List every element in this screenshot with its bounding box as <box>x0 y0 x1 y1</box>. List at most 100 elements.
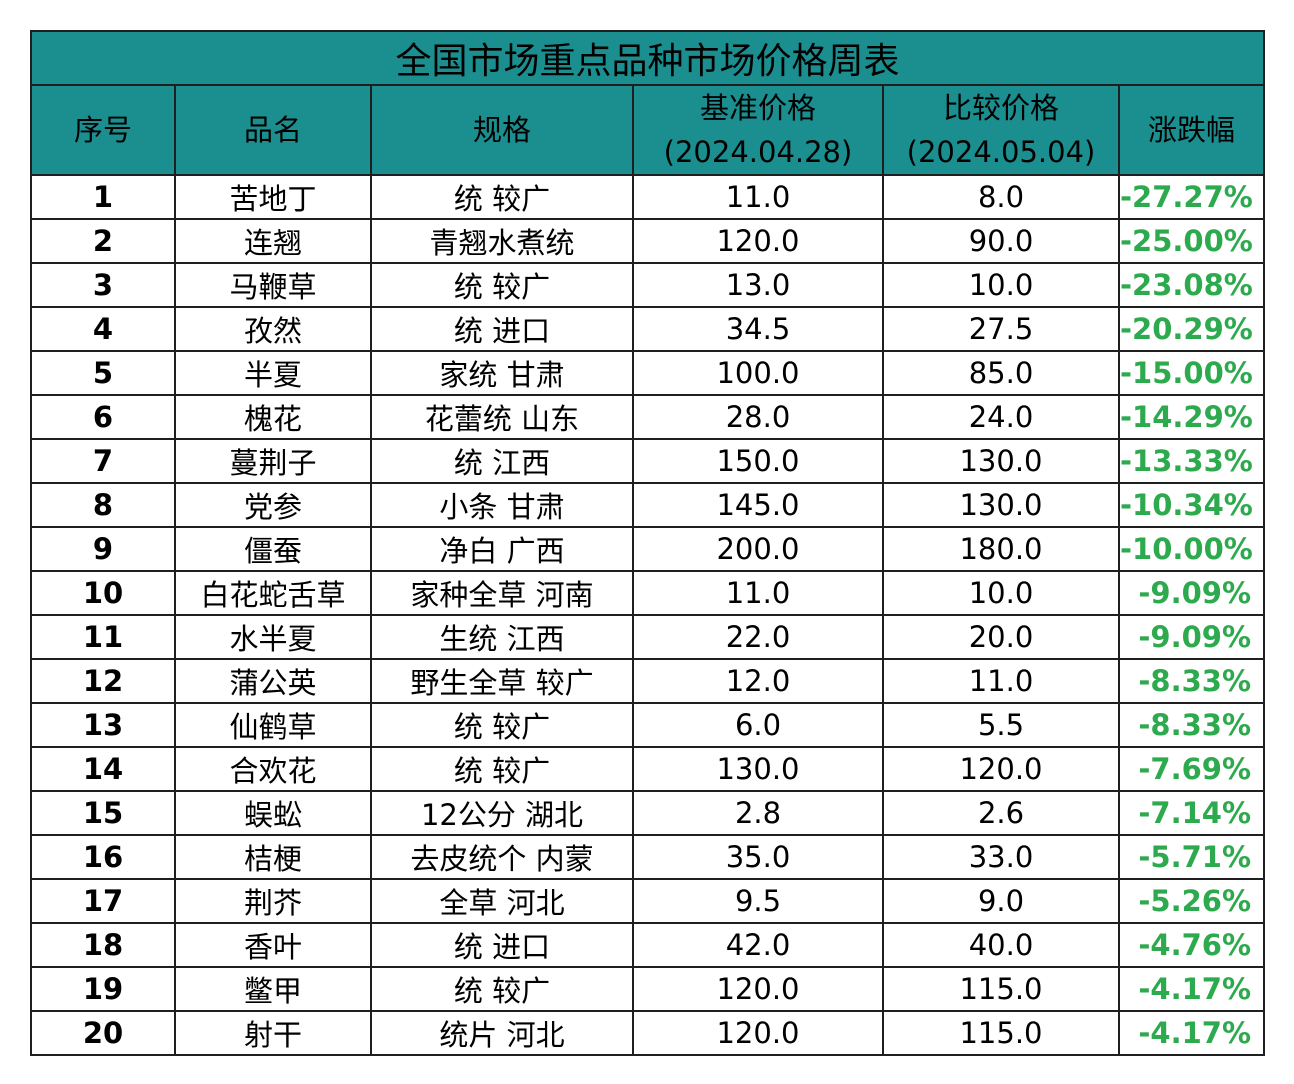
cell-base-price: 145.0 <box>632 482 884 528</box>
cell-spec: 统 较广 <box>370 174 634 220</box>
cell-spec: 生统 江西 <box>370 614 634 660</box>
cell-spec: 统 较广 <box>370 746 634 792</box>
header-base-date: (2024.04.28) <box>663 135 853 169</box>
cell-spec: 统 江西 <box>370 438 634 484</box>
cell-base-price: 35.0 <box>632 834 884 880</box>
cell-spec: 去皮统个 内蒙 <box>370 834 634 880</box>
cell-spec: 家统 甘肃 <box>370 350 634 396</box>
table-row: 10 白花蛇舌草 家种全草 河南 11.0 10.0 -9.09% <box>30 570 1266 616</box>
cell-index: 1 <box>30 174 176 220</box>
cell-index: 9 <box>30 526 176 572</box>
cell-change: -15.00% <box>1117 350 1266 396</box>
cell-index: 7 <box>30 438 176 484</box>
cell-spec: 家种全草 河南 <box>370 570 634 616</box>
cell-index: 5 <box>30 350 176 396</box>
cell-change: -8.33% <box>1117 658 1266 704</box>
table-body: 1 苦地丁统 较广 11.0 8.0 -27.27% 2 连翘 青翘水煮统 120.0 90.0-… <box>30 174 1266 1056</box>
cell-index: 11 <box>30 614 176 660</box>
cell-base-price: 12.0 <box>632 658 884 704</box>
cell-name: 蜈蚣 <box>174 790 372 836</box>
cell-name: 蒲公英 <box>174 658 372 704</box>
cell-compare-price: 8.0 <box>882 174 1120 220</box>
cell-base-price: 28.0 <box>632 394 884 440</box>
header-compare-price: 比较价格 (2024.05.04) <box>882 84 1120 176</box>
cell-base-price: 120.0 <box>632 966 884 1012</box>
cell-base-price: 120.0 <box>632 1010 884 1056</box>
cell-compare-price: 90.0 <box>882 218 1120 264</box>
header-base-price-label: 基准价格 <box>699 91 816 125</box>
cell-compare-price: 40.0 <box>882 922 1120 968</box>
header-name: 品名 <box>174 84 372 176</box>
cell-index: 8 <box>30 482 176 528</box>
table-row: 17 荆芥 全草 河北 9.5 9.0 -5.26% <box>30 878 1266 924</box>
cell-name: 仙鹤草 <box>174 702 372 748</box>
cell-base-price: 34.5 <box>632 306 884 352</box>
cell-compare-price: 20.0 <box>882 614 1120 660</box>
cell-change: -23.08% <box>1117 262 1266 308</box>
header-compare-price-label: 比较价格 <box>942 91 1059 125</box>
cell-name: 半夏 <box>174 350 372 396</box>
cell-index: 10 <box>30 570 176 616</box>
header-base-price: 基准价格 (2024.04.28) <box>632 84 884 176</box>
table-row: 15 蜈蚣 12公分 湖北 2.8 2.6 -7.14% <box>30 790 1266 836</box>
cell-change: -4.76% <box>1117 922 1266 968</box>
cell-name: 荆芥 <box>174 878 372 924</box>
cell-index: 19 <box>30 966 176 1012</box>
cell-base-price: 11.0 <box>632 570 884 616</box>
cell-index: 2 <box>30 218 176 264</box>
cell-index: 4 <box>30 306 176 352</box>
cell-compare-price: 2.6 <box>882 790 1120 836</box>
cell-name: 僵蚕 <box>174 526 372 572</box>
cell-compare-price: 115.0 <box>882 966 1120 1012</box>
cell-base-price: 9.5 <box>632 878 884 924</box>
table-row: 6 槐花 花蕾统 山东 28.0 24.0 -14.29% <box>30 394 1266 440</box>
cell-change: -25.00% <box>1117 218 1266 264</box>
cell-name: 合欢花 <box>174 746 372 792</box>
cell-change: -10.34% <box>1117 482 1266 528</box>
cell-name: 孜然 <box>174 306 372 352</box>
cell-compare-price: 9.0 <box>882 878 1120 924</box>
header-index: 序号 <box>30 84 176 176</box>
cell-name: 桔梗 <box>174 834 372 880</box>
cell-base-price: 22.0 <box>632 614 884 660</box>
cell-index: 12 <box>30 658 176 704</box>
cell-base-price: 6.0 <box>632 702 884 748</box>
table-row: 16 桔梗 去皮统个 内蒙 35.0 33.0 -5.71% <box>30 834 1266 880</box>
cell-spec: 全草 河北 <box>370 878 634 924</box>
cell-change: -9.09% <box>1117 614 1266 660</box>
cell-compare-price: 180.0 <box>882 526 1120 572</box>
table-row: 7 蔓荆子统 江西 150.0 130.0 -13.33% <box>30 438 1266 484</box>
table-row: 1 苦地丁统 较广 11.0 8.0 -27.27% <box>30 174 1266 220</box>
header-change: 涨跌幅 <box>1117 84 1266 176</box>
cell-spec: 统片 河北 <box>370 1010 634 1056</box>
table-row: 12 蒲公英 野生全草 较广 12.0 11.0 -8.33% <box>30 658 1266 704</box>
cell-change: -9.09% <box>1117 570 1266 616</box>
cell-change: -27.27% <box>1117 174 1266 220</box>
header-spec: 规格 <box>370 84 634 176</box>
cell-spec: 花蕾统 山东 <box>370 394 634 440</box>
cell-change: -4.17% <box>1117 966 1266 1012</box>
cell-base-price: 200.0 <box>632 526 884 572</box>
cell-name: 白花蛇舌草 <box>174 570 372 616</box>
price-table-container: 全国市场重点品种市场价格周表 序号 品名 规格 基准价格 (2024.04.28… <box>29 30 1266 1056</box>
cell-compare-price: 85.0 <box>882 350 1120 396</box>
cell-name: 香叶 <box>174 922 372 968</box>
cell-compare-price: 24.0 <box>882 394 1120 440</box>
table-row: 13 仙鹤草统 较广 6.0 5.5 -8.33% <box>30 702 1266 748</box>
cell-base-price: 100.0 <box>632 350 884 396</box>
cell-change: -4.17% <box>1117 1010 1266 1056</box>
table-row: 8 党参 小条 甘肃 145.0 130.0 -10.34% <box>30 482 1266 528</box>
cell-compare-price: 130.0 <box>882 482 1120 528</box>
cell-index: 16 <box>30 834 176 880</box>
cell-index: 13 <box>30 702 176 748</box>
cell-name: 水半夏 <box>174 614 372 660</box>
cell-compare-price: 10.0 <box>882 570 1120 616</box>
table-row: 9 僵蚕 净白 广西 200.0 180.0 -10.00% <box>30 526 1266 572</box>
cell-change: -20.29% <box>1117 306 1266 352</box>
cell-index: 6 <box>30 394 176 440</box>
cell-base-price: 11.0 <box>632 174 884 220</box>
cell-name: 连翘 <box>174 218 372 264</box>
cell-index: 20 <box>30 1010 176 1056</box>
table-row: 11 水半夏 生统 江西 22.0 20.0 -9.09% <box>30 614 1266 660</box>
cell-base-price: 130.0 <box>632 746 884 792</box>
